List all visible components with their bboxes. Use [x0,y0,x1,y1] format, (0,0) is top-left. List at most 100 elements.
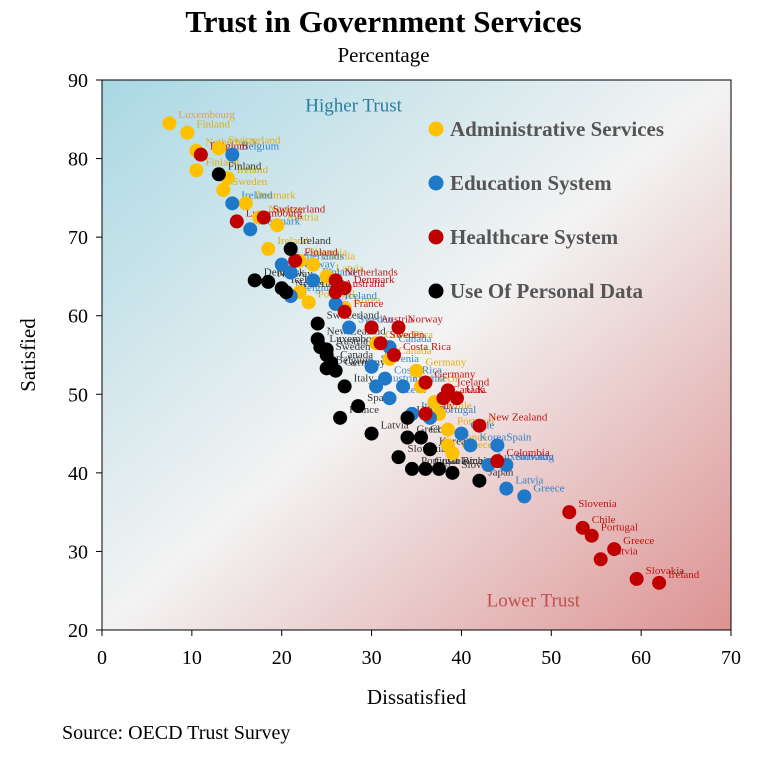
point-label: Australia [345,278,385,290]
plot-area [101,79,732,631]
point-label: Finland [228,160,262,172]
data-point [391,450,406,465]
point-label: Costa Rica [403,341,451,353]
data-point [445,446,460,461]
data-point [409,363,424,378]
point-label: Germany [426,357,467,369]
point-label: Ireland [237,164,269,176]
data-point [445,465,460,480]
data-point [400,410,415,425]
point-label: Switzerland [327,310,380,322]
trust-annotation: Higher Trust [305,95,402,116]
data-point [162,116,177,131]
data-point [351,399,366,414]
point-label: Iceland [345,290,378,302]
point-label: Finland [196,119,230,131]
data-point [436,391,451,406]
point-label: Sweden [336,341,371,353]
point-label: Spain [506,431,532,443]
point-label: Switzerland [228,134,281,146]
data-point [283,265,298,280]
point-label: Colombia [506,447,550,459]
point-label: Iceland [457,376,490,388]
data-point [193,147,208,162]
data-point [472,473,487,488]
data-point [211,141,226,156]
data-point [391,320,406,335]
data-point [229,214,244,229]
legend-label: Education System [450,171,612,195]
x-tick-label: 0 [97,647,107,669]
data-point [261,241,276,256]
point-label: Greece [623,535,654,547]
data-point [517,489,532,504]
data-point [463,438,478,453]
data-point [306,257,321,272]
point-label: Latvia [381,420,409,432]
trust-annotation: Lower Trust [487,590,581,611]
data-point [652,575,667,590]
data-point [418,406,433,421]
point-label: Netherlands [345,266,398,278]
legend-label: Use Of Personal Data [450,279,644,303]
data-point [310,316,325,331]
point-label: Austria [336,336,369,348]
data-point [364,320,379,335]
data-point [261,274,276,289]
point-label: U.K. [466,384,488,396]
data-point [189,163,204,178]
point-label: Finland [304,247,338,259]
data-point [378,371,393,386]
point-label: Austria [381,314,414,326]
legend-marker [428,175,444,191]
point-label: Portugal [601,522,638,534]
y-tick-label: 50 [68,384,88,406]
point-label: Canada [399,333,432,345]
data-point [328,285,343,300]
point-label: Belgium [336,354,374,366]
x-tick-label: 50 [541,647,561,669]
data-point [337,304,352,319]
data-point [499,481,514,496]
point-label: Estonia [322,251,355,263]
data-point [243,222,258,237]
data-point [431,461,446,476]
point-label: Latvia [336,262,364,274]
data-point [593,552,608,567]
point-label: Austria [385,372,418,384]
x-tick-label: 40 [451,647,471,669]
data-point [333,410,348,425]
point-label: Sweden [232,176,267,188]
data-point [418,375,433,390]
data-point [418,461,433,476]
point-label: Greece [533,482,564,494]
data-point [274,257,289,272]
point-label: Ireland [300,235,332,247]
point-label: Luxembourg [178,109,235,121]
point-label: Czech [430,372,458,384]
legend: Administrative Services Education System H… [428,117,664,303]
point-label: Norway [408,314,444,326]
data-point [440,422,455,437]
data-points [162,116,667,590]
data-point [216,183,231,197]
data-point [575,520,590,535]
data-point [422,442,437,457]
y-tick-label: 70 [68,227,88,249]
point-label: Luxembourg [497,451,554,463]
data-point [301,295,316,310]
x-axis-label: Dissatisfied [367,685,467,709]
data-point [342,320,357,335]
point-label: Latvia [515,475,543,487]
point-label: Colombia [448,455,492,467]
data-point [211,167,226,182]
y-axis-label: Satisfied [16,318,40,392]
point-label: Slovenia [309,247,348,259]
data-point [328,296,343,311]
point-label: Chile [592,514,616,526]
data-point [387,348,402,362]
y-tick-label: 20 [68,620,88,642]
x-tick-label: 70 [721,647,741,669]
data-point [225,147,240,162]
legend-marker [428,121,444,137]
